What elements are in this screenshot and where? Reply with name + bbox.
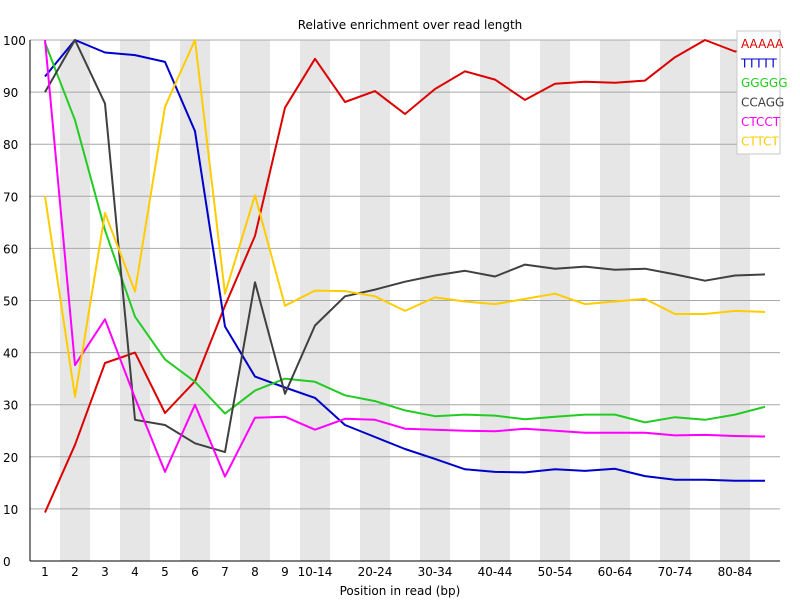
x-axis-label: Position in read (bp) — [340, 584, 461, 598]
x-tick-label: 80-84 — [718, 565, 753, 579]
series-lines — [44, 39, 766, 513]
y-tick-label: 10 — [3, 503, 18, 517]
x-tick-label: 50-54 — [538, 565, 573, 579]
x-tick-label: 60-64 — [598, 565, 633, 579]
y-tick-label: 100 — [3, 34, 26, 48]
series-line-ccagg — [44, 39, 766, 454]
x-tick-label: 9 — [281, 565, 289, 579]
x-tick-label: 30-34 — [418, 565, 453, 579]
y-tick-label: 0 — [3, 555, 11, 569]
x-tick-label: 6 — [191, 565, 199, 579]
y-tick-label: 90 — [3, 86, 18, 100]
y-tick-label: 50 — [3, 295, 18, 309]
y-tick-label: 60 — [3, 242, 18, 256]
legend-entry-cttct: CTTCT — [741, 135, 780, 149]
x-tick-label: 2 — [71, 565, 79, 579]
x-tick-label: 10-14 — [298, 565, 333, 579]
y-tick-label: 30 — [3, 399, 18, 413]
tick-labels: 0 10 20 30 40 50 60 70 80 90 100 1 2 3 4 5 6 7 8 9 10-14 20-2… — [3, 34, 752, 579]
x-tick-label: 40-44 — [478, 565, 513, 579]
y-tick-label: 70 — [3, 190, 18, 204]
x-tick-label: 5 — [161, 565, 169, 579]
x-tick-label: 7 — [221, 565, 229, 579]
chart-title: Relative enrichment over read length — [298, 18, 523, 32]
x-tick-label: 8 — [251, 565, 259, 579]
x-tick-label: 3 — [101, 565, 109, 579]
series-line-aaaaa — [44, 39, 766, 513]
legend-entry-ggggg: GGGGG — [741, 76, 788, 90]
legend: AAAAA TTTTT GGGGG CCAGG CTCCT CTTCT — [736, 30, 788, 155]
y-tick-label: 40 — [3, 347, 18, 361]
y-tick-label: 20 — [3, 451, 18, 465]
series-line-ctcct — [44, 39, 766, 478]
x-tick-label: 20-24 — [358, 565, 393, 579]
y-tick-label: 80 — [3, 138, 18, 152]
legend-entry-ccagg: CCAGG — [741, 96, 784, 110]
series-line-ttttt — [44, 39, 765, 482]
series-line-ggggg — [44, 42, 766, 424]
legend-box — [736, 30, 781, 155]
axes — [29, 40, 780, 562]
legend-entry-aaaaa: AAAAA — [741, 37, 784, 51]
legend-entry-ctcct: CTCCT — [741, 115, 781, 129]
x-tick-label: 4 — [131, 565, 139, 579]
series-line-cttct — [44, 39, 766, 398]
x-tick-label: 1 — [41, 565, 49, 579]
legend-entry-ttttt: TTTTT — [740, 57, 777, 71]
x-tick-label: 70-74 — [658, 565, 693, 579]
